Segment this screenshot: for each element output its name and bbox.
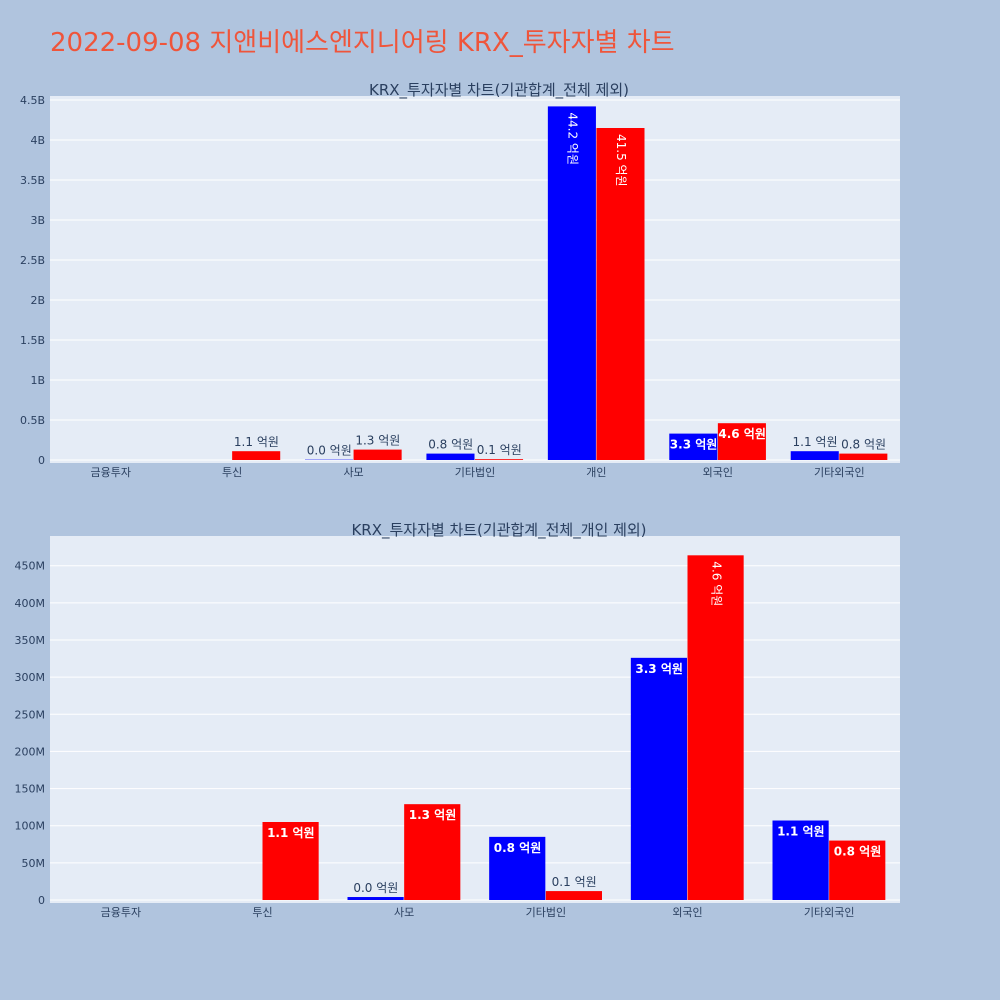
bar <box>717 423 766 460</box>
y-tick-label: 100M <box>15 820 46 833</box>
y-tick-label: 1.5B <box>20 334 45 347</box>
data-label: 0.8 억원 <box>494 841 542 855</box>
y-tick-label: 150M <box>15 783 46 796</box>
y-tick-label: 0 <box>38 894 45 907</box>
y-tick-label: 0 <box>38 454 45 467</box>
bar <box>547 106 596 461</box>
data-label: 1.1 억원 <box>234 435 279 449</box>
x-tick-label: 외국인 <box>672 906 702 919</box>
y-tick-label: 0.5B <box>20 414 45 427</box>
data-label: 1.1 억원 <box>777 825 825 839</box>
y-tick-label: 1B <box>30 374 45 387</box>
data-label: 0.8 억원 <box>834 845 882 859</box>
bar <box>262 822 319 900</box>
data-label: 0.0 억원 <box>307 444 352 458</box>
data-label: 1.3 억원 <box>409 808 457 822</box>
bar <box>353 449 402 460</box>
x-tick-label: 투신 <box>222 466 242 479</box>
y-tick-label: 3B <box>30 214 45 227</box>
bar <box>772 820 829 900</box>
data-label: 1.3 억원 <box>355 434 400 448</box>
data-label: 1.1 억원 <box>267 826 315 840</box>
chart-title: KRX_투자자별 차트(기관합계_전체_개인 제외) <box>351 521 646 540</box>
x-tick-label: 외국인 <box>703 466 733 479</box>
bar <box>404 804 461 900</box>
page-title: 2022-09-08 지앤비에스엔지니어링 KRX_투자자별 차트 <box>50 28 675 58</box>
data-label: 4.6 억원 <box>718 427 766 441</box>
y-tick-label: 2.5B <box>20 254 45 267</box>
bar <box>347 897 404 900</box>
data-label: 0.8 억원 <box>841 438 886 452</box>
y-tick-label: 4B <box>30 134 45 147</box>
data-label: 0.1 억원 <box>552 875 597 889</box>
x-tick-label: 개인 <box>586 466 606 479</box>
bar <box>839 453 888 460</box>
x-tick-label: 금융투자 <box>101 906 141 919</box>
x-tick-label: 투신 <box>252 906 272 919</box>
data-label: 3.3 억원 <box>635 662 683 676</box>
y-tick-label: 50M <box>22 857 46 870</box>
y-tick-label: 300M <box>15 671 46 684</box>
data-label: 41.5 억원 <box>614 134 628 187</box>
x-tick-label: 기타법인 <box>455 466 495 479</box>
data-label: 3.3 억원 <box>670 438 718 452</box>
y-tick-label: 4.5B <box>20 94 45 107</box>
data-label: 0.8 억원 <box>428 438 473 452</box>
bar <box>687 555 744 900</box>
data-label: 0.1 억원 <box>477 443 522 457</box>
y-tick-label: 350M <box>15 634 46 647</box>
x-tick-label: 사모 <box>394 906 414 919</box>
bar <box>630 657 687 900</box>
x-tick-label: 기타외국인 <box>814 466 865 479</box>
chart-2: 0 50M 100M 150M 200M 250M 300M 350M 400M 450M KRX_… <box>15 521 900 919</box>
data-label: 1.1 억원 <box>793 435 838 449</box>
y-tick-label: 400M <box>15 597 46 610</box>
bar <box>426 453 475 460</box>
data-label: 44.2 억원 <box>566 112 580 165</box>
y-tick-label: 250M <box>15 708 46 721</box>
x-tick-label: 금융투자 <box>90 466 130 479</box>
bar <box>829 840 886 900</box>
data-label: 4.6 억원 <box>709 561 723 606</box>
chart-1: 0 0.5B 1B 1.5B 2B 2.5B 3B 3.5B 4B 4.5B KRX_투자자별 차트… <box>20 81 900 479</box>
y-tick-label: 2B <box>30 294 45 307</box>
x-tick-label: 기타외국인 <box>804 906 855 919</box>
bar <box>545 891 602 900</box>
y-tick-label: 3.5B <box>20 174 45 187</box>
bar <box>790 451 839 460</box>
y-tick-label: 200M <box>15 745 46 758</box>
bar <box>489 836 546 900</box>
bar <box>669 433 718 460</box>
x-tick-label: 사모 <box>343 466 363 479</box>
chart-title: KRX_투자자별 차트(기관합계_전체 제외) <box>369 81 629 100</box>
x-tick-label: 기타법인 <box>526 906 566 919</box>
bar <box>596 128 645 460</box>
data-label: 0.0 억원 <box>353 881 398 895</box>
bar <box>232 451 281 460</box>
plot-area <box>50 96 900 463</box>
bar <box>475 459 524 460</box>
y-tick-label: 450M <box>15 560 46 573</box>
plot-area <box>50 536 900 903</box>
